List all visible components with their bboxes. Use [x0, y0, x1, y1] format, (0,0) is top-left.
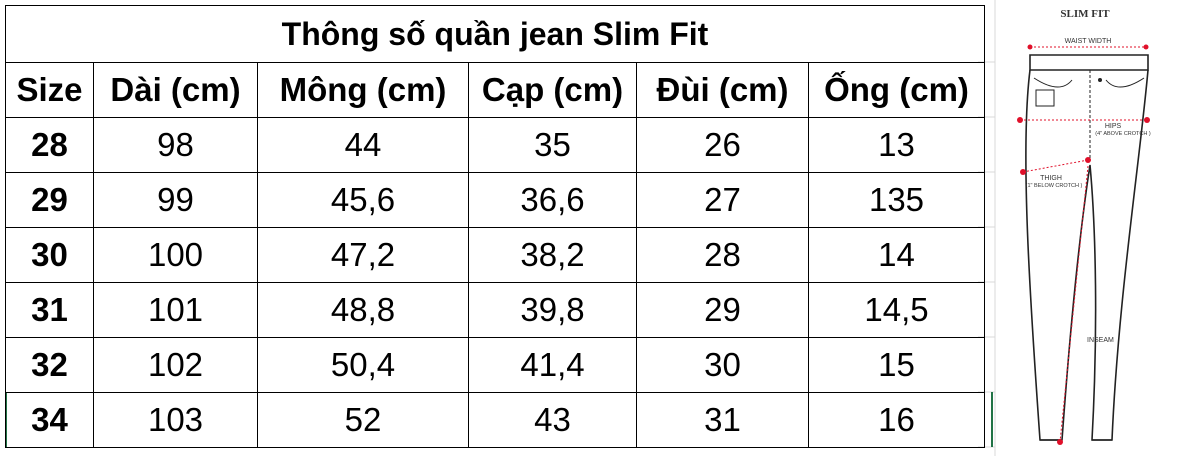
data-row: 29 99 45,6 36,6 27 135 — [5, 172, 985, 228]
value-cell: 135 — [808, 172, 985, 228]
value-cell: 41,4 — [468, 337, 637, 393]
value-cell: 47,2 — [257, 227, 469, 283]
value-cell: 29 — [636, 282, 809, 338]
value-cell: 26 — [636, 117, 809, 173]
diagram-title: SLIM FIT — [1060, 8, 1110, 20]
value-cell: 35 — [468, 117, 637, 173]
table-title: Thông số quần jean Slim Fit — [5, 5, 985, 63]
waist-label: WAIST WIDTH — [1065, 38, 1112, 45]
value-cell: 15 — [808, 337, 985, 393]
thigh-note: (1" BELOW CROTCH ) — [1026, 183, 1083, 189]
value-cell: 13 — [808, 117, 985, 173]
header-cell: Size — [5, 62, 94, 118]
value-cell: 14 — [808, 227, 985, 283]
value-cell: 52 — [257, 392, 469, 448]
value-cell: 102 — [93, 337, 258, 393]
value-cell: 100 — [93, 227, 258, 283]
value-cell: 28 — [636, 227, 809, 283]
thigh-label: THIGH — [1040, 175, 1062, 182]
value-cell: 50,4 — [257, 337, 469, 393]
size-cell: 28 — [5, 117, 94, 173]
inseam-label: INSEAM — [1087, 337, 1114, 344]
value-cell: 103 — [93, 392, 258, 448]
header-cell: Dài (cm) — [93, 62, 258, 118]
data-row: 30 100 47,2 38,2 28 14 — [5, 227, 985, 283]
size-cell: 32 — [5, 337, 94, 393]
hips-note: (4" ABOVE CROTCH ) — [1095, 131, 1151, 137]
value-cell: 14,5 — [808, 282, 985, 338]
value-cell: 16 — [808, 392, 985, 448]
data-row: 34 103 52 43 31 16 — [5, 392, 985, 448]
value-cell: 27 — [636, 172, 809, 228]
value-cell: 99 — [93, 172, 258, 228]
value-cell: 30 — [636, 337, 809, 393]
value-cell: 48,8 — [257, 282, 469, 338]
jeans-diagram: SLIM FIT WAIST WIDTH HIPS (4" ABOVE CROT… — [1017, 8, 1151, 445]
value-cell: 36,6 — [468, 172, 637, 228]
value-cell: 98 — [93, 117, 258, 173]
size-cell: 31 — [5, 282, 94, 338]
value-cell: 45,6 — [257, 172, 469, 228]
data-row: 31 101 48,8 39,8 29 14,5 — [5, 282, 985, 338]
header-cell: Mông (cm) — [257, 62, 469, 118]
header-cell: Đùi (cm) — [636, 62, 809, 118]
data-row: 32 102 50,4 41,4 30 15 — [5, 337, 985, 393]
value-cell: 101 — [93, 282, 258, 338]
size-cell: 29 — [5, 172, 94, 228]
value-cell: 44 — [257, 117, 469, 173]
size-cell: 34 — [5, 392, 94, 448]
data-row: 28 98 44 35 26 13 — [5, 117, 985, 173]
header-cell: Cạp (cm) — [468, 62, 637, 118]
size-cell: 30 — [5, 227, 94, 283]
value-cell: 39,8 — [468, 282, 637, 338]
hips-label: HIPS — [1105, 123, 1122, 130]
value-cell: 38,2 — [468, 227, 637, 283]
size-table: Thông số quần jean Slim Fit Size Dài (cm)… — [5, 5, 985, 448]
value-cell: 43 — [468, 392, 637, 448]
header-row: Size Dài (cm) Mông (cm) Cạp (cm) Đùi (cm) Ống… — [5, 62, 985, 118]
value-cell: 31 — [636, 392, 809, 448]
header-cell: Ống (cm) — [808, 62, 985, 118]
